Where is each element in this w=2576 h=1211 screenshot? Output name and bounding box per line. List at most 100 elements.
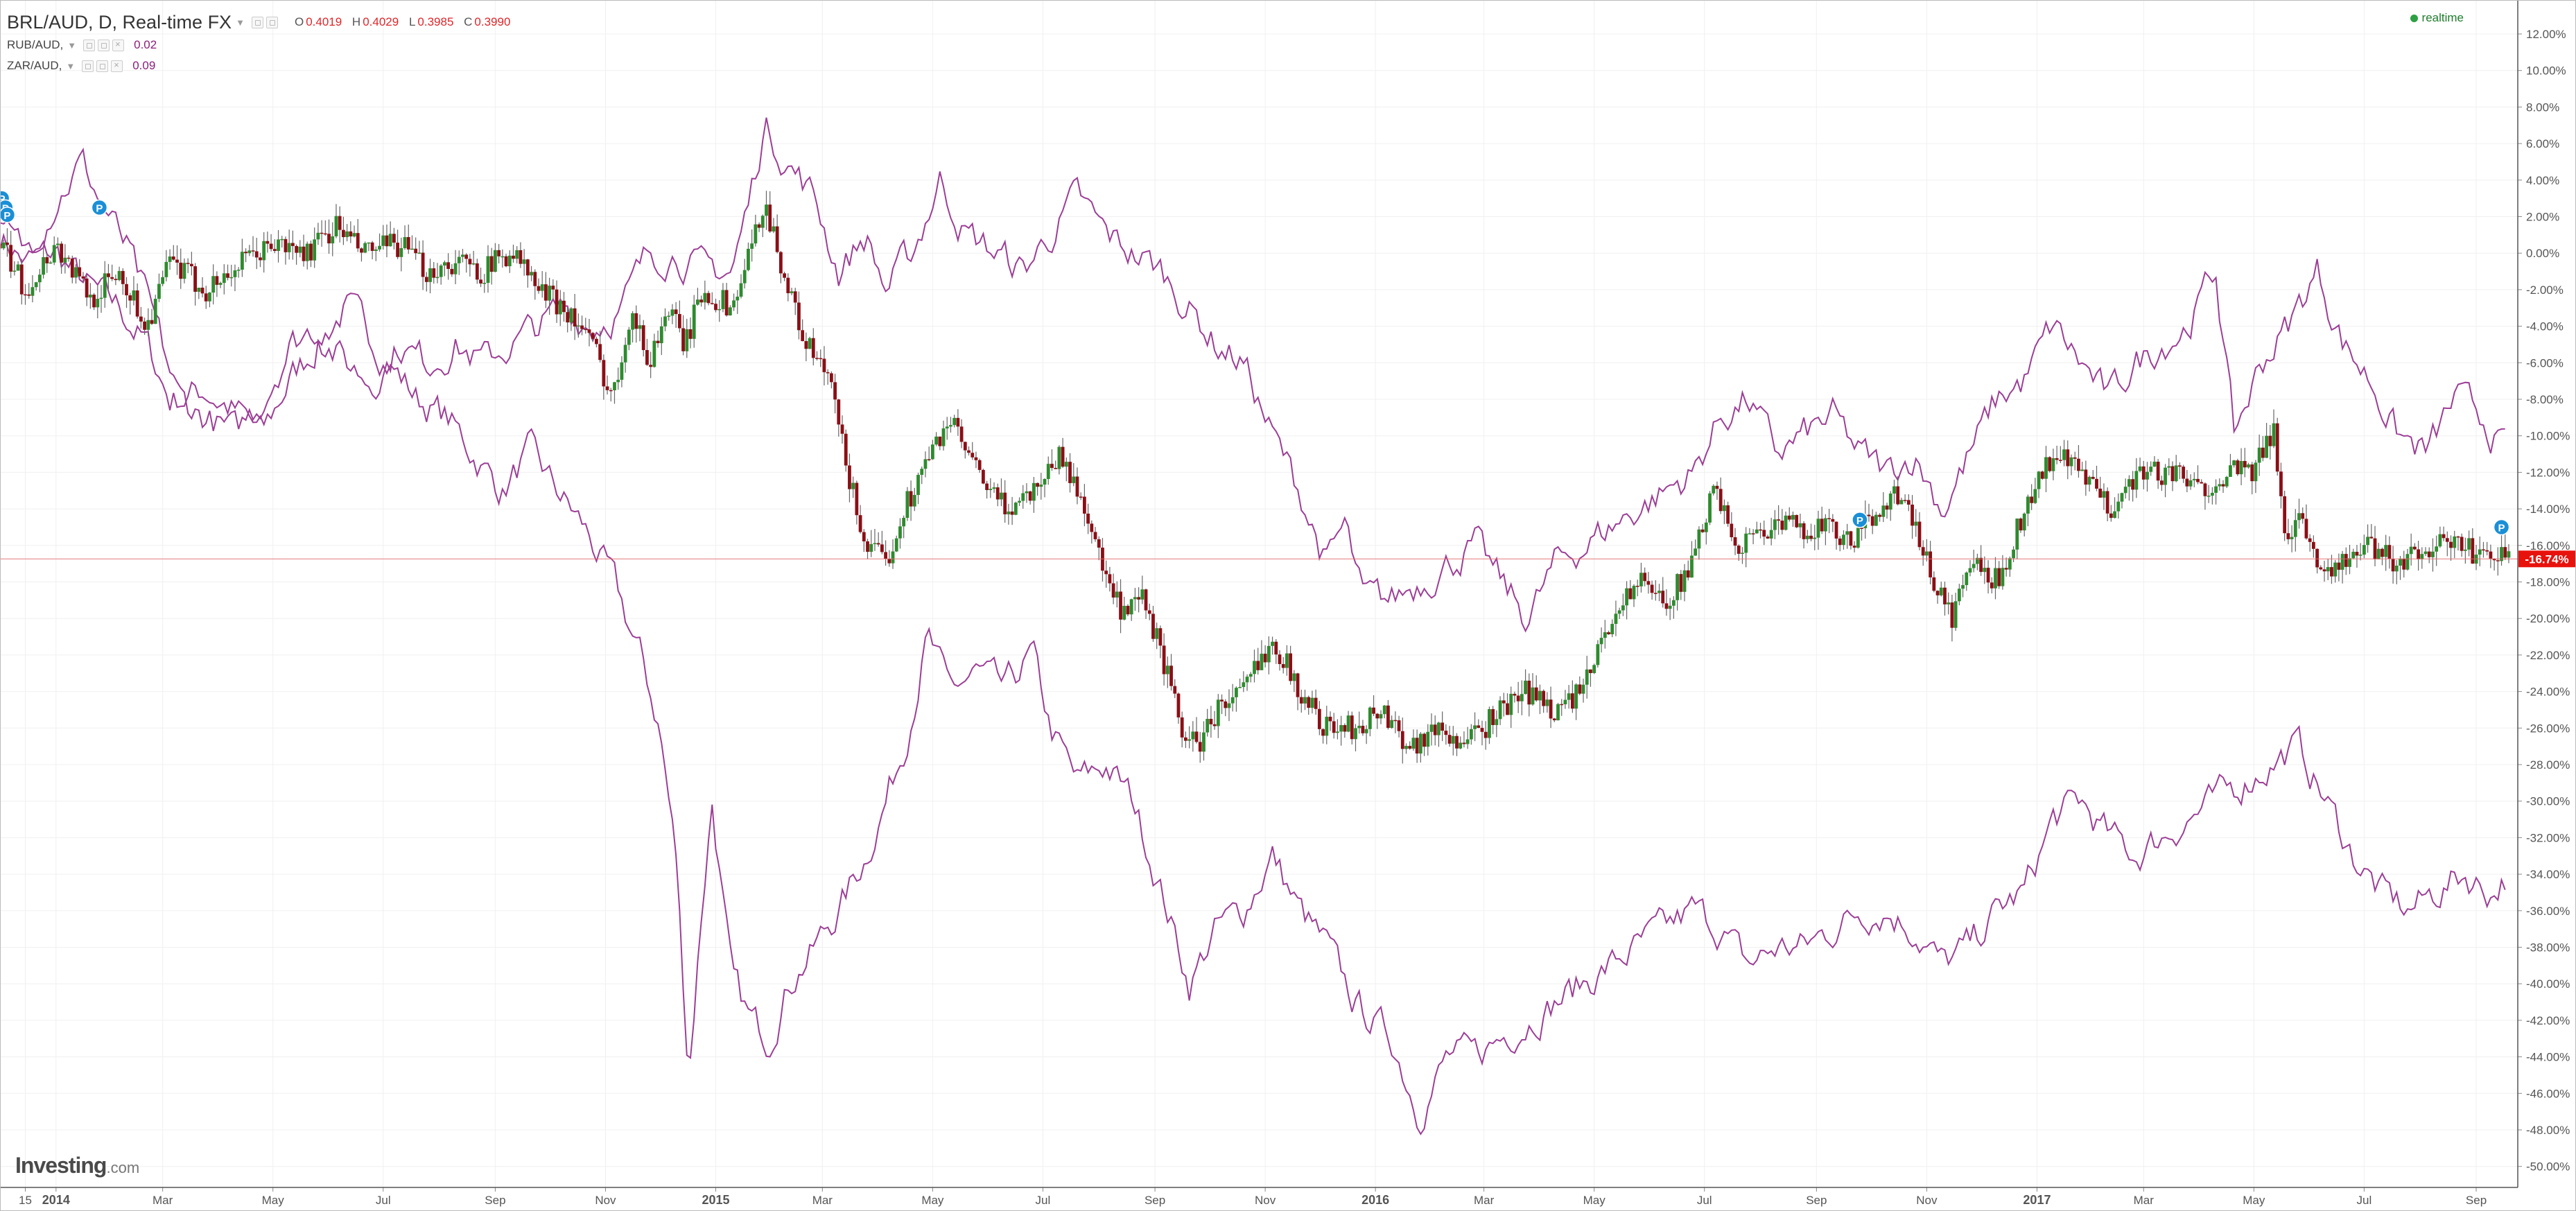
- candle-body: [938, 436, 942, 446]
- candle-body: [392, 234, 396, 243]
- candle-body: [1126, 606, 1130, 615]
- candle-body: [2482, 549, 2485, 551]
- candle-body: [287, 243, 291, 252]
- chevron-down-icon[interactable]: ▼: [67, 40, 77, 51]
- logo-text: Investing: [15, 1153, 107, 1178]
- candle-body: [1339, 725, 1343, 732]
- close-icon[interactable]: [112, 39, 125, 51]
- candle-body: [1465, 739, 1470, 744]
- candle-body: [1635, 586, 1639, 587]
- chevron-down-icon[interactable]: ▼: [236, 17, 245, 28]
- hide-icon[interactable]: [266, 16, 278, 28]
- x-tick-label: 2016: [1361, 1193, 1389, 1207]
- y-tick-label: -24.00%: [2526, 686, 2570, 699]
- candle-body: [2275, 423, 2279, 472]
- x-tick-label: Mar: [153, 1194, 173, 1207]
- candle-body: [331, 236, 335, 244]
- candle-body: [1224, 701, 1228, 708]
- event-marker-icon[interactable]: [1852, 512, 1868, 528]
- candle-body: [2420, 554, 2424, 559]
- x-tick-label: Sep: [1806, 1194, 1827, 1207]
- candle-body: [1075, 476, 1079, 497]
- candle-body: [2026, 496, 2030, 514]
- indicator-symbol[interactable]: ZAR/AUD,: [7, 59, 62, 72]
- hide-icon[interactable]: [96, 60, 109, 72]
- candle-body: [1144, 589, 1148, 611]
- candle-body: [2337, 562, 2341, 570]
- candle-body: [2188, 480, 2193, 487]
- candle-body: [1708, 493, 1712, 523]
- candle-body: [891, 551, 895, 564]
- settings-icon[interactable]: [83, 39, 96, 51]
- candle-body: [1386, 705, 1390, 729]
- settings-icon[interactable]: [82, 60, 94, 72]
- candle-body: [2456, 536, 2460, 538]
- candle-body: [2077, 458, 2080, 471]
- event-marker-icon[interactable]: [2493, 519, 2510, 536]
- candle-body: [2015, 519, 2019, 550]
- candle-body: [1393, 720, 1398, 722]
- candle-body: [855, 482, 859, 516]
- candle-body: [349, 231, 353, 237]
- candle-body: [2355, 552, 2359, 556]
- candle-body: [1823, 518, 1827, 532]
- low-label: L: [408, 15, 416, 28]
- candle-body: [1502, 700, 1506, 704]
- candle-body: [649, 365, 653, 367]
- candle-body: [150, 320, 154, 324]
- candle-body: [884, 552, 887, 559]
- candle-body: [1216, 699, 1220, 726]
- candle-body: [1585, 669, 1589, 685]
- candle-body: [2507, 551, 2511, 558]
- event-marker-icon[interactable]: [0, 207, 16, 223]
- candle-body: [2500, 547, 2503, 561]
- compare-line-rub-aud[interactable]: [0, 232, 2506, 1135]
- main-symbol[interactable]: BRL/AUD, D, Real-time FX: [7, 11, 232, 33]
- event-marker-icon[interactable]: [91, 199, 108, 216]
- y-tick-label: -48.00%: [2526, 1124, 2570, 1137]
- candle-body: [1939, 587, 1943, 595]
- candle-body: [110, 277, 114, 279]
- candle-body: [1527, 680, 1531, 705]
- candle-body: [439, 265, 443, 277]
- y-tick-label: 0.00%: [2526, 247, 2559, 260]
- candle-body: [31, 287, 35, 296]
- hide-icon[interactable]: [98, 39, 110, 51]
- close-icon[interactable]: [111, 60, 123, 72]
- status-dot-icon: [2410, 14, 2418, 22]
- candle-body: [1296, 673, 1300, 697]
- candle-body: [1852, 546, 1856, 548]
- settings-icon[interactable]: [251, 16, 263, 28]
- candle-body: [2159, 480, 2164, 485]
- candle-body: [1842, 534, 1845, 546]
- chevron-down-icon[interactable]: ▼: [66, 60, 76, 71]
- candle-body: [457, 256, 461, 263]
- candle-body: [2373, 538, 2377, 559]
- candle-body: [631, 313, 634, 330]
- plot-area[interactable]: [0, 117, 2511, 1135]
- candle-body: [1404, 746, 1408, 749]
- candle-body: [277, 239, 280, 252]
- y-tick-label: -14.00%: [2526, 503, 2570, 516]
- candle-body: [941, 428, 946, 446]
- candle-body: [2051, 458, 2055, 471]
- open-label: O: [294, 15, 304, 28]
- candle-body: [1516, 695, 1520, 702]
- candle-body: [1990, 582, 1994, 589]
- candle-body: [1108, 574, 1112, 584]
- candle-body: [620, 362, 624, 380]
- candle-body: [143, 321, 146, 330]
- candle-body: [613, 382, 616, 390]
- candle-body: [1914, 521, 1918, 526]
- candle-body: [681, 328, 685, 351]
- candle-body: [1165, 665, 1169, 674]
- candle-body: [1531, 687, 1535, 705]
- candle-body: [995, 487, 1000, 500]
- indicator-symbol[interactable]: RUB/AUD,: [7, 38, 64, 51]
- candle-body: [1549, 699, 1553, 719]
- compare-line-zar-aud[interactable]: [0, 117, 2505, 633]
- candle-body: [327, 234, 331, 244]
- candle-body: [1332, 721, 1336, 733]
- candle-body: [562, 300, 566, 313]
